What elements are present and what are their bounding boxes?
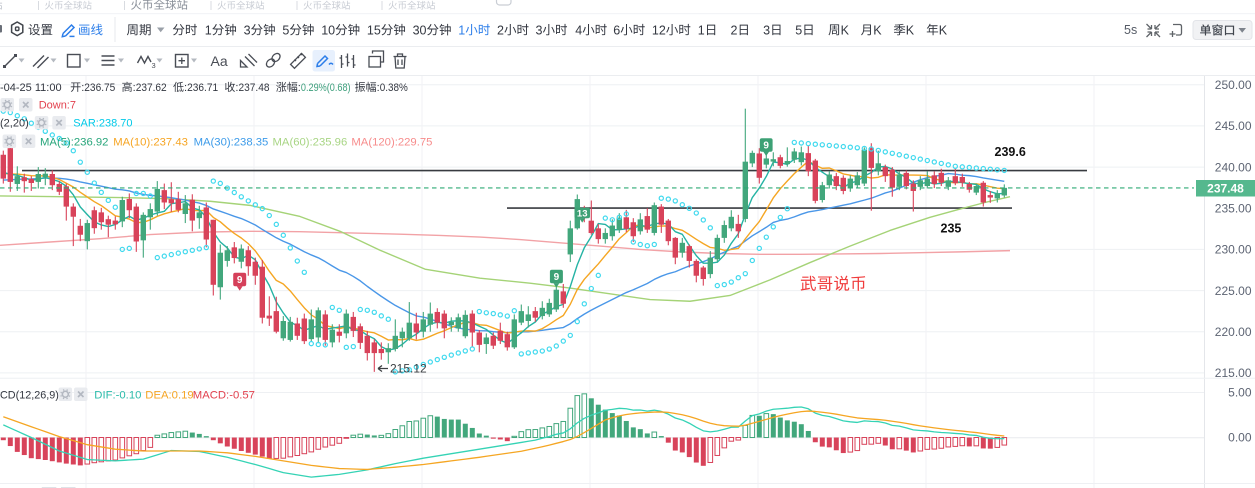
svg-text:K: K	[906, 23, 915, 37]
svg-text:1: 1	[205, 23, 212, 37]
svg-text:235: 235	[941, 222, 962, 236]
svg-text:5: 5	[282, 23, 289, 37]
svg-text:MACD:-0.57: MACD:-0.57	[193, 389, 255, 401]
svg-text::: :	[298, 82, 301, 94]
svg-text:0.29%(0.68): 0.29%(0.68)	[301, 82, 351, 94]
svg-text:5.00: 5.00	[1228, 386, 1252, 400]
svg-text:250.00: 250.00	[1215, 78, 1252, 92]
svg-text:3: 3	[763, 23, 770, 37]
svg-text:2: 2	[731, 23, 738, 37]
svg-text:9: 9	[763, 141, 769, 152]
svg-text:MA(120):229.75: MA(120):229.75	[351, 136, 432, 148]
svg-text:6: 6	[613, 23, 620, 37]
svg-text:K: K	[873, 23, 882, 37]
svg-text:236.71: 236.71	[187, 82, 218, 94]
svg-text:1: 1	[698, 23, 705, 37]
svg-text:240.00: 240.00	[1215, 160, 1252, 174]
svg-text:DIF:-0.10: DIF:-0.10	[94, 389, 141, 401]
svg-text:236.75: 236.75	[84, 82, 115, 94]
svg-text:Down:7: Down:7	[39, 100, 76, 112]
svg-text::: :	[377, 82, 380, 94]
svg-text:DEA:0.19: DEA:0.19	[145, 389, 193, 401]
svg-text:SAR:238.70: SAR:238.70	[73, 118, 132, 130]
svg-text:220.00: 220.00	[1215, 325, 1252, 339]
svg-text:0.38%: 0.38%	[380, 82, 408, 94]
svg-text:225.00: 225.00	[1215, 284, 1252, 298]
svg-text:5s: 5s	[1124, 23, 1137, 37]
svg-text:215.12: 215.12	[390, 362, 427, 376]
svg-text:MA(10):237.43: MA(10):237.43	[113, 136, 188, 148]
svg-text:235.00: 235.00	[1215, 201, 1252, 215]
svg-text:K: K	[939, 23, 948, 37]
svg-text:15: 15	[367, 23, 381, 37]
svg-text:230.00: 230.00	[1215, 243, 1252, 257]
svg-text:245.00: 245.00	[1215, 119, 1252, 133]
svg-text:237.48: 237.48	[239, 82, 270, 94]
svg-text:3: 3	[152, 61, 156, 70]
svg-text:0.00: 0.00	[1228, 431, 1252, 445]
svg-text:239.6: 239.6	[995, 145, 1026, 159]
svg-text:MA(60):235.96: MA(60):235.96	[273, 136, 348, 148]
svg-text::: :	[133, 82, 136, 94]
svg-text:2: 2	[497, 23, 504, 37]
svg-text:237.48: 237.48	[1207, 181, 1244, 195]
svg-text:9: 9	[554, 272, 560, 283]
svg-text:CD(12,26,9): CD(12,26,9)	[0, 389, 59, 401]
svg-text:237.62: 237.62	[136, 82, 167, 94]
svg-text:30: 30	[413, 23, 427, 37]
svg-text:(2,20): (2,20)	[0, 118, 29, 130]
svg-text::: :	[184, 82, 187, 94]
svg-text:1: 1	[458, 23, 465, 37]
svg-text:-04-25 11:00: -04-25 11:00	[0, 82, 62, 94]
svg-text:12: 12	[652, 23, 666, 37]
svg-text:9: 9	[237, 275, 243, 286]
svg-text:13: 13	[577, 209, 588, 220]
svg-text:10: 10	[321, 23, 335, 37]
svg-text:3: 3	[536, 23, 543, 37]
svg-text:MA(5):236.92: MA(5):236.92	[40, 136, 108, 148]
svg-text:3: 3	[244, 23, 251, 37]
svg-text:Aa: Aa	[211, 53, 228, 69]
svg-text:215.00: 215.00	[1215, 366, 1252, 380]
svg-text:K: K	[841, 23, 850, 37]
svg-text::: :	[81, 82, 84, 94]
svg-text:MA(30):238.35: MA(30):238.35	[194, 136, 269, 148]
svg-text::: :	[235, 82, 238, 94]
svg-text:5: 5	[795, 23, 802, 37]
svg-text:4: 4	[575, 23, 582, 37]
